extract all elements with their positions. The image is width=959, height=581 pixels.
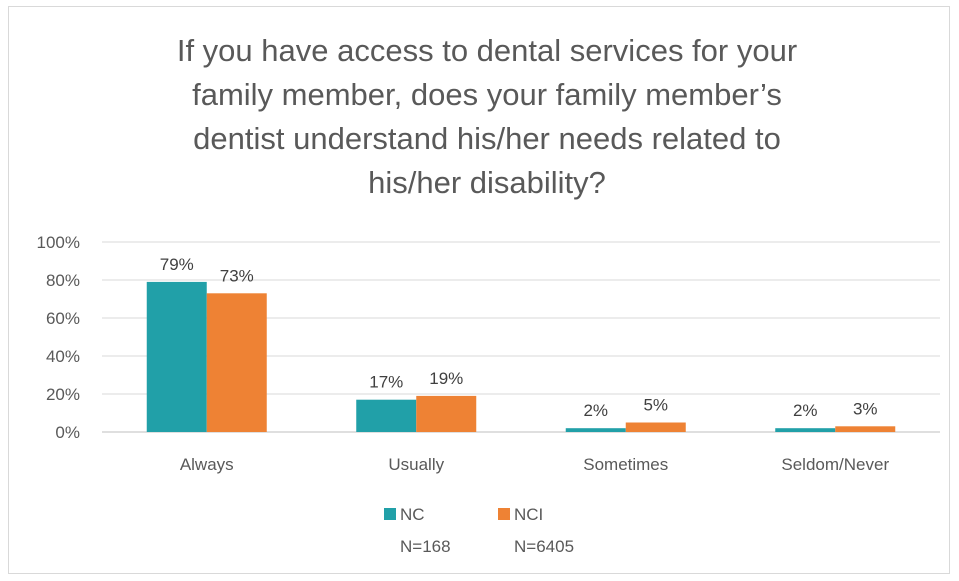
bar-nci-seldom-never	[835, 426, 896, 432]
chart-title: If you have access to dental services fo…	[177, 33, 797, 200]
legend: NC N=168 NCI N=6405	[384, 505, 574, 556]
bar-nci-sometimes	[625, 422, 686, 432]
data-label: 2%	[793, 401, 818, 420]
x-category-label: Always	[180, 455, 234, 474]
bar-nc-always	[146, 281, 207, 432]
data-labels: 79% 73% 17% 19% 2% 5% 2% 3%	[160, 255, 878, 420]
x-category-label: Sometimes	[583, 455, 668, 474]
y-axis-ticks: 0% 20% 40% 60% 80% 100%	[37, 233, 80, 442]
legend-swatch-nci	[498, 508, 510, 520]
legend-swatch-nc	[384, 508, 396, 520]
data-label: 73%	[220, 266, 254, 285]
y-tick-label: 0%	[55, 423, 80, 442]
legend-sample-nci: N=6405	[514, 537, 574, 556]
x-axis-categories: Always Usually Sometimes Seldom/Never	[180, 455, 890, 474]
legend-sample-nc: N=168	[400, 537, 451, 556]
chart-title-line: dentist understand his/her needs related…	[193, 121, 781, 156]
bar-nci-usually	[416, 395, 477, 432]
legend-label-nc: NC	[400, 505, 425, 524]
bar-nc-sometimes	[565, 428, 626, 432]
bar-nc-seldom-never	[775, 428, 836, 432]
bar-nc-usually	[356, 399, 417, 432]
data-label: 17%	[369, 373, 403, 392]
data-label: 79%	[160, 255, 194, 274]
x-category-label: Usually	[388, 455, 444, 474]
bars	[146, 281, 896, 432]
chart-title-line: family member, does your family member’s	[192, 77, 782, 112]
y-tick-label: 80%	[46, 271, 80, 290]
data-label: 19%	[429, 369, 463, 388]
data-label: 3%	[853, 399, 878, 418]
y-tick-label: 100%	[37, 233, 80, 252]
chart-title-line: If you have access to dental services fo…	[177, 33, 797, 68]
y-tick-label: 60%	[46, 309, 80, 328]
x-category-label: Seldom/Never	[781, 455, 889, 474]
legend-label-nci: NCI	[514, 505, 543, 524]
data-label: 5%	[643, 396, 668, 415]
chart-title-line: his/her disability?	[368, 165, 606, 200]
bar-nci-always	[206, 293, 267, 432]
data-label: 2%	[583, 401, 608, 420]
y-tick-label: 20%	[46, 385, 80, 404]
y-tick-label: 40%	[46, 347, 80, 366]
